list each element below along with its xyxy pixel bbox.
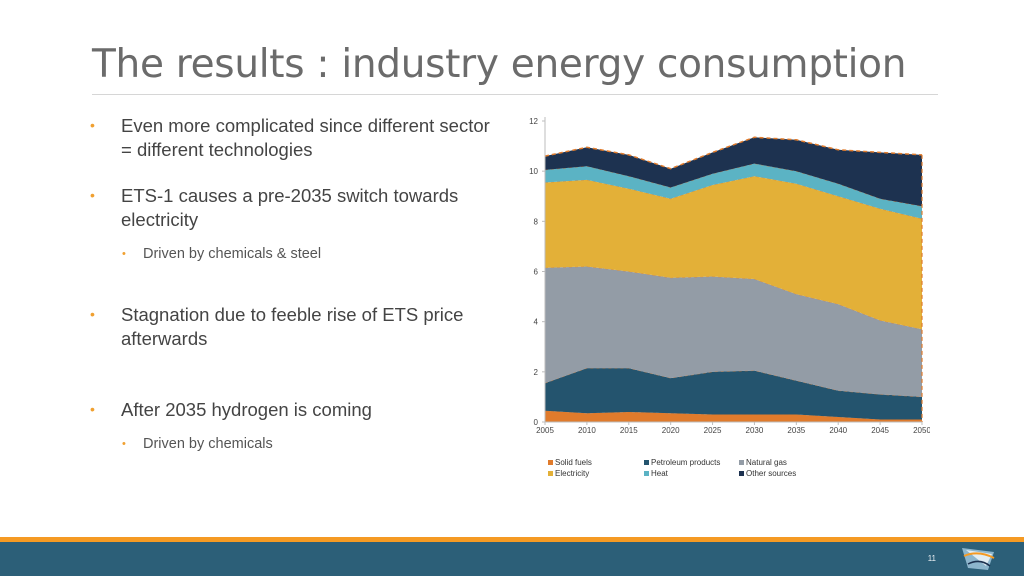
series-boundary-petroleum-products [544, 367, 923, 398]
stacked-area-chart: 0 2 4 6 8 10 12 2005 2010 2015 2020 2025 2030 2035 204… [529, 117, 930, 435]
bullet-marker: • [90, 117, 95, 133]
series-boundary-heat [544, 163, 923, 207]
bullet-text: Stagnation due to feeble rise of ETS pri… [121, 304, 464, 349]
sub-bullet-text: Driven by chemicals & steel [143, 246, 322, 262]
legend-item-other-sources: Other sources [739, 469, 796, 478]
x-tick-label: 2030 [746, 426, 764, 435]
y-tick-label: 10 [529, 167, 538, 176]
area-electricity [545, 176, 922, 330]
x-tick-label: 2040 [829, 426, 847, 435]
legend-swatch [739, 460, 744, 465]
legend-label: Electricity [555, 469, 590, 478]
area-solid-fuels [545, 410, 922, 422]
x-tick-label: 2025 [704, 426, 722, 435]
bullet-text: After 2035 hydrogen is coming [121, 399, 372, 420]
footer-accent-bar [0, 537, 1024, 542]
y-tick-label: 8 [534, 217, 539, 226]
legend-label: Heat [651, 469, 668, 478]
legend-item-electricity: Electricity [548, 469, 589, 478]
bullet-marker: • [90, 187, 95, 203]
area-heat [545, 163, 922, 219]
legend-item-natural-gas: Natural gas [739, 458, 787, 467]
legend-swatch [548, 460, 553, 465]
x-tick-label: 2035 [787, 426, 805, 435]
sub-bullet-item: • Driven by chemicals [122, 434, 462, 454]
y-tick-label: 0 [534, 418, 539, 427]
x-tick-label: 2005 [536, 426, 554, 435]
series-boundary-natural-gas [544, 266, 923, 330]
y-tick-label: 6 [534, 268, 539, 277]
legend-label: Solid fuels [555, 458, 592, 467]
x-tick-label: 2045 [871, 426, 889, 435]
legend-item-petroleum-products: Petroleum products [644, 458, 720, 467]
x-tick-label: 2010 [578, 426, 596, 435]
area-petroleum-products [545, 368, 922, 420]
x-tick-label: 2020 [662, 426, 680, 435]
y-tick-label: 12 [529, 117, 538, 126]
bullet-marker: • [122, 438, 126, 450]
x-tick-label: 2015 [620, 426, 638, 435]
area-other-sources [545, 137, 922, 207]
footer-bar [0, 542, 1024, 576]
legend-item-solid-fuels: Solid fuels [548, 458, 592, 467]
bullet-text: Even more complicated since different se… [121, 115, 490, 160]
bullet-item: • Even more complicated since different … [90, 114, 490, 161]
legend-label: Other sources [746, 469, 797, 478]
sub-bullet-text: Driven by chemicals [143, 436, 273, 452]
legend-item-heat: Heat [644, 469, 668, 478]
legend-swatch [644, 460, 649, 465]
legend-swatch [739, 471, 744, 476]
bullet-marker: • [90, 306, 95, 322]
legend-label: Petroleum products [651, 458, 721, 467]
title-divider [92, 94, 938, 95]
bullet-item: • After 2035 hydrogen is coming [90, 398, 490, 422]
bullet-item: • Stagnation due to feeble rise of ETS p… [90, 303, 490, 350]
y-tick-label: 2 [534, 368, 539, 377]
legend-swatch [644, 471, 649, 476]
page-number: 11 [927, 554, 936, 563]
x-tick-label: 2050 [913, 426, 930, 435]
bullet-marker: • [90, 401, 95, 417]
series-boundary-electricity [544, 175, 923, 220]
legend-swatch [548, 471, 553, 476]
area-natural-gas [545, 266, 922, 397]
area-outline-other-sources [544, 136, 923, 170]
bullet-item: • ETS-1 causes a pre-2035 switch towards… [90, 184, 490, 231]
slide-title: The results : industry energy consumptio… [92, 42, 907, 87]
y-tick-label: 4 [534, 318, 539, 327]
bullet-marker: • [122, 248, 126, 260]
sub-bullet-item: • Driven by chemicals & steel [122, 244, 462, 264]
legend-label: Natural gas [746, 458, 787, 467]
logo-icon [962, 548, 995, 570]
bullet-text: ETS-1 causes a pre-2035 switch towards e… [121, 185, 459, 230]
